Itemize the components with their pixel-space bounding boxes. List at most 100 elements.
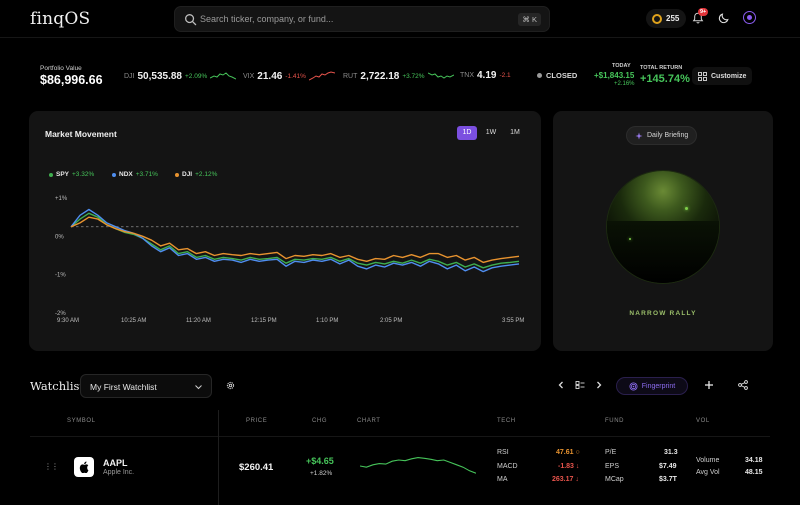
- timeframe-1w-button[interactable]: 1W: [485, 129, 497, 136]
- tech-value-macd: -1.83 ↓: [558, 463, 579, 470]
- index-change: -2.1: [499, 72, 511, 79]
- legend-item-dji[interactable]: DJI +2.12%: [175, 171, 217, 178]
- row-symbol[interactable]: AAPL: [103, 458, 128, 468]
- today-value: +$1,843.15: [594, 71, 635, 80]
- index-vix[interactable]: VIX 21.46 -1.41%: [243, 70, 335, 82]
- top-bar: finqOS Search ticker, company, or fund..…: [0, 0, 800, 38]
- legend-item-ndx[interactable]: NDX +3.71%: [112, 171, 158, 178]
- watchlist-selected: My First Watchlist: [90, 382, 157, 392]
- index-value: 50,535.88: [137, 70, 183, 82]
- series-line-ndx[interactable]: [70, 208, 520, 273]
- customize-label: Customize: [711, 72, 747, 80]
- profile-avatar[interactable]: [743, 11, 756, 24]
- series-line-dji[interactable]: [70, 216, 520, 264]
- column-header-fund[interactable]: FUND: [605, 418, 625, 424]
- fund-value: $3.7T: [659, 476, 677, 483]
- total-return-value: +145.74%: [640, 73, 690, 85]
- series-line-spy[interactable]: [70, 212, 520, 269]
- chevron-right-icon[interactable]: [594, 380, 604, 390]
- sparkline-icon: [210, 72, 237, 80]
- column-header-vol[interactable]: VOL: [696, 418, 710, 424]
- sparkline-icon: [308, 71, 335, 81]
- sparkle-icon: [635, 132, 643, 139]
- arrow-down-icon: ↓: [575, 476, 579, 483]
- tech-value: 263.17: [552, 476, 574, 483]
- index-change: +2.09%: [185, 72, 208, 80]
- notifications-badge: 9+: [698, 8, 709, 16]
- y-tick-label: -2%: [55, 311, 66, 317]
- fingerprint-label: Fingerprint: [641, 382, 676, 390]
- moon-icon[interactable]: [718, 12, 730, 24]
- timeframe-1m-button[interactable]: 1M: [510, 129, 520, 136]
- briefing-caption: NARROW RALLY: [629, 310, 697, 317]
- column-header-symbol[interactable]: SYMBOL: [67, 418, 96, 424]
- index-name: TNX: [460, 72, 474, 79]
- x-tick-label: 2:05 PM: [380, 318, 402, 324]
- customize-button[interactable]: Customize: [692, 67, 753, 85]
- y-tick-label: 0%: [55, 234, 64, 240]
- legend-name: SPY: [56, 171, 70, 178]
- market-status-text: CLOSED: [546, 71, 578, 80]
- list-view-icon[interactable]: [575, 380, 585, 390]
- daily-briefing-label: Daily Briefing: [647, 132, 689, 139]
- market-movement-chart[interactable]: +1% 0% -1% -2%9:30 AM 10:25 AM 11:20 AM 12:15 …: [29, 111, 541, 351]
- legend-change: +2.12%: [195, 171, 218, 178]
- column-header-tech[interactable]: TECH: [497, 418, 516, 424]
- row-change: +$4.65: [306, 456, 334, 466]
- watchlist-select[interactable]: My First Watchlist: [80, 374, 212, 398]
- coins-badge[interactable]: 255: [646, 9, 687, 28]
- column-header-price[interactable]: PRICE: [246, 418, 268, 424]
- index-name: VIX: [243, 72, 255, 80]
- gear-icon[interactable]: [225, 380, 236, 391]
- legend-change: +3.32%: [72, 171, 95, 178]
- fund-label: MCap: [605, 476, 624, 483]
- search-shortcut: ⌘ K: [518, 13, 541, 26]
- fund-value: 31.3: [664, 449, 678, 456]
- legend-name: NDX: [119, 171, 133, 178]
- search-icon: [185, 14, 197, 26]
- drag-handle-icon[interactable]: ⋮⋮: [44, 462, 59, 471]
- search-bar[interactable]: Search ticker, company, or fund... ⌘ K: [174, 6, 550, 32]
- plus-icon[interactable]: [704, 380, 714, 390]
- tech-value-ma: 263.17 ↓: [552, 476, 579, 483]
- legend-dot-icon: [112, 172, 116, 177]
- total-return-label: TOTAL RETURN: [640, 65, 683, 71]
- orb-star-icon: [685, 207, 688, 210]
- index-value: 2,722.18: [360, 70, 400, 82]
- legend-change: +3.71%: [135, 171, 158, 178]
- fingerprint-button[interactable]: Fingerprint: [616, 377, 688, 395]
- search-input[interactable]: Search ticker, company, or fund...: [200, 14, 334, 24]
- vol-label: Volume: [696, 457, 720, 464]
- chevron-down-icon: [195, 385, 202, 390]
- index-tnx[interactable]: TNX 4.19 -2.1: [460, 70, 511, 81]
- app-logo[interactable]: finqOS: [30, 9, 91, 29]
- x-tick-label: 3:55 PM: [502, 318, 524, 324]
- arrow-down-icon: ↓: [575, 463, 580, 470]
- circle-icon: ○: [575, 449, 580, 456]
- sparkline-path: [360, 457, 476, 474]
- fund-label: EPS: [605, 463, 620, 470]
- market-movement-card: Market Movement 1D 1W 1M SPY +3.32% NDX …: [29, 111, 541, 351]
- column-header-chg[interactable]: CHG: [312, 418, 328, 424]
- tech-label: MACD: [497, 463, 518, 470]
- index-name: DJI: [124, 72, 135, 80]
- apple-logo-icon: [74, 457, 94, 477]
- portfolio-value-label: Portfolio Value: [40, 65, 82, 72]
- timeframe-1d-button[interactable]: 1D: [457, 126, 477, 140]
- tech-value: -1.83: [558, 463, 574, 470]
- index-dji[interactable]: DJI 50,535.88 +2.09%: [124, 70, 237, 82]
- index-value: 4.19: [477, 70, 497, 81]
- tech-label: RSI: [497, 449, 509, 456]
- chevron-left-icon[interactable]: [556, 380, 566, 390]
- fingerprint-icon: [629, 382, 638, 390]
- fund-value: $7.49: [659, 463, 677, 470]
- daily-briefing-card: Daily Briefing NARROW RALLY: [553, 111, 773, 351]
- index-value: 21.46: [257, 70, 283, 82]
- y-tick-label: +1%: [55, 196, 68, 202]
- grid-icon: [698, 71, 707, 81]
- legend-item-spy[interactable]: SPY +3.32%: [49, 171, 94, 178]
- share-icon[interactable]: [738, 380, 748, 390]
- header-divider: [30, 436, 770, 437]
- index-rut[interactable]: RUT 2,722.18 +3.72%: [343, 70, 454, 82]
- daily-briefing-button[interactable]: Daily Briefing: [626, 126, 698, 145]
